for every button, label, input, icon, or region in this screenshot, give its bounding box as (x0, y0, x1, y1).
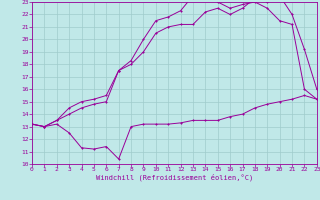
X-axis label: Windchill (Refroidissement éolien,°C): Windchill (Refroidissement éolien,°C) (96, 174, 253, 181)
